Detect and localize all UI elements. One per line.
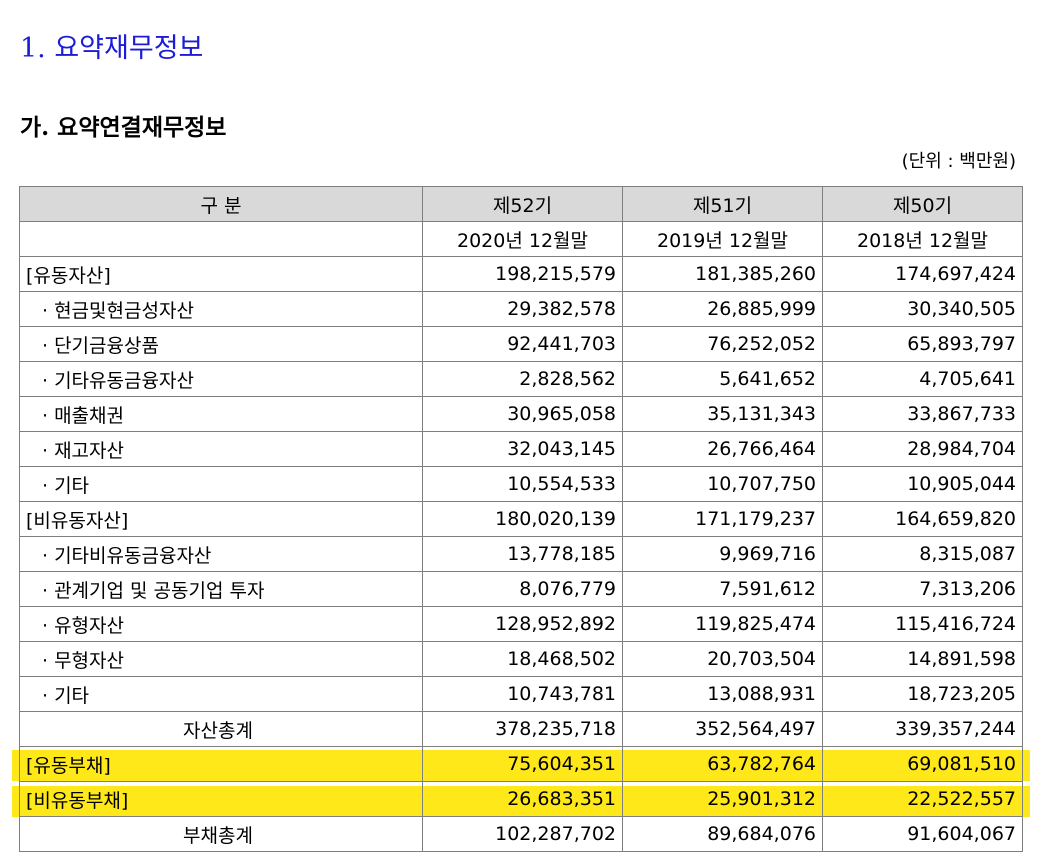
row-label: 부채총계 bbox=[19, 816, 423, 852]
table-row: 자산총계 378,235,718 352,564,497 339,357,244 bbox=[19, 711, 1023, 747]
table-row: [비유동부채] 26,683,351 25,901,312 22,522,557 bbox=[19, 781, 1023, 817]
row-value: 180,020,139 bbox=[422, 501, 623, 537]
row-value: 22,522,557 bbox=[822, 781, 1023, 817]
row-value: 69,081,510 bbox=[822, 746, 1023, 782]
table-row: · 무형자산 18,468,502 20,703,504 14,891,598 bbox=[19, 641, 1023, 677]
row-value: 30,965,058 bbox=[422, 396, 623, 432]
row-value: 33,867,733 bbox=[822, 396, 1023, 432]
row-value: 7,313,206 bbox=[822, 571, 1023, 607]
table-row: · 기타 10,743,781 13,088,931 18,723,205 bbox=[19, 676, 1023, 712]
header-category: 구 분 bbox=[19, 186, 423, 222]
header-date: 2019년 12월말 bbox=[622, 221, 823, 257]
row-value: 30,340,505 bbox=[822, 291, 1023, 327]
row-value: 29,382,578 bbox=[422, 291, 623, 327]
row-value: 8,076,779 bbox=[422, 571, 623, 607]
row-value: 91,604,067 bbox=[822, 816, 1023, 852]
header-date: 2020년 12월말 bbox=[422, 221, 623, 257]
row-label: · 재고자산 bbox=[19, 431, 423, 467]
row-value: 128,952,892 bbox=[422, 606, 623, 642]
row-label: · 매출채권 bbox=[19, 396, 423, 432]
table-row: · 기타유동금융자산 2,828,562 5,641,652 4,705,641 bbox=[19, 361, 1023, 397]
row-value: 18,468,502 bbox=[422, 641, 623, 677]
row-label: · 기타 bbox=[19, 466, 423, 502]
row-value: 10,743,781 bbox=[422, 676, 623, 712]
table-row: · 기타 10,554,533 10,707,750 10,905,044 bbox=[19, 466, 1023, 502]
table-row: [비유동자산] 180,020,139 171,179,237 164,659,820 bbox=[19, 501, 1023, 537]
row-value: 25,901,312 bbox=[622, 781, 823, 817]
unit-label: (단위 : 백만원) bbox=[901, 151, 1016, 172]
row-value: 92,441,703 bbox=[422, 326, 623, 362]
table-row: · 유형자산 128,952,892 119,825,474 115,416,724 bbox=[19, 606, 1023, 642]
table-row: 부채총계 102,287,702 89,684,076 91,604,067 bbox=[19, 816, 1023, 852]
row-label: · 단기금융상품 bbox=[19, 326, 423, 362]
row-value: 14,891,598 bbox=[822, 641, 1023, 677]
header-date-empty bbox=[19, 221, 423, 257]
table-row: [유동자산] 198,215,579 181,385,260 174,697,424 bbox=[19, 256, 1023, 292]
row-value: 26,885,999 bbox=[622, 291, 823, 327]
row-label: · 무형자산 bbox=[19, 641, 423, 677]
row-label: · 기타비유동금융자산 bbox=[19, 536, 423, 572]
row-value: 26,766,464 bbox=[622, 431, 823, 467]
row-value: 102,287,702 bbox=[422, 816, 623, 852]
row-value: 119,825,474 bbox=[622, 606, 823, 642]
table-row: · 재고자산 32,043,145 26,766,464 28,984,704 bbox=[19, 431, 1023, 467]
row-label: 자산총계 bbox=[19, 711, 423, 747]
row-value: 32,043,145 bbox=[422, 431, 623, 467]
row-value: 76,252,052 bbox=[622, 326, 823, 362]
row-value: 20,703,504 bbox=[622, 641, 823, 677]
row-value: 339,357,244 bbox=[822, 711, 1023, 747]
row-value: 10,554,533 bbox=[422, 466, 623, 502]
row-value: 171,179,237 bbox=[622, 501, 823, 537]
header-period: 제50기 bbox=[822, 186, 1023, 222]
row-label: [유동자산] bbox=[19, 256, 423, 292]
table-row: [유동부채] 75,604,351 63,782,764 69,081,510 bbox=[19, 746, 1023, 782]
row-value: 28,984,704 bbox=[822, 431, 1023, 467]
row-value: 65,893,797 bbox=[822, 326, 1023, 362]
row-value: 378,235,718 bbox=[422, 711, 623, 747]
header-row-periods: 구 분 제52기 제51기 제50기 bbox=[19, 186, 1023, 222]
row-label: [비유동자산] bbox=[19, 501, 423, 537]
row-label: [유동부채] bbox=[19, 746, 423, 782]
row-value: 164,659,820 bbox=[822, 501, 1023, 537]
header-row-dates: 2020년 12월말 2019년 12월말 2018년 12월말 bbox=[19, 221, 1023, 257]
row-value: 4,705,641 bbox=[822, 361, 1023, 397]
row-value: 10,905,044 bbox=[822, 466, 1023, 502]
row-value: 181,385,260 bbox=[622, 256, 823, 292]
row-value: 352,564,497 bbox=[622, 711, 823, 747]
row-label: · 유형자산 bbox=[19, 606, 423, 642]
row-value: 35,131,343 bbox=[622, 396, 823, 432]
row-value: 18,723,205 bbox=[822, 676, 1023, 712]
row-value: 13,088,931 bbox=[622, 676, 823, 712]
table-row: · 현금및현금성자산 29,382,578 26,885,999 30,340,505 bbox=[19, 291, 1023, 327]
row-value: 198,215,579 bbox=[422, 256, 623, 292]
row-label: · 현금및현금성자산 bbox=[19, 291, 423, 327]
row-value: 10,707,750 bbox=[622, 466, 823, 502]
row-value: 8,315,087 bbox=[822, 536, 1023, 572]
row-value: 5,641,652 bbox=[622, 361, 823, 397]
table-row: · 기타비유동금융자산 13,778,185 9,969,716 8,315,087 bbox=[19, 536, 1023, 572]
row-value: 7,591,612 bbox=[622, 571, 823, 607]
financial-summary-table: 구 분 제52기 제51기 제50기 2020년 12월말 2019년 12월말… bbox=[19, 186, 1023, 852]
row-value: 9,969,716 bbox=[622, 536, 823, 572]
row-label: [비유동부채] bbox=[19, 781, 423, 817]
table-row: · 매출채권 30,965,058 35,131,343 33,867,733 bbox=[19, 396, 1023, 432]
header-date: 2018년 12월말 bbox=[822, 221, 1023, 257]
row-value: 2,828,562 bbox=[422, 361, 623, 397]
row-label: · 기타유동금융자산 bbox=[19, 361, 423, 397]
row-value: 63,782,764 bbox=[622, 746, 823, 782]
page-title: 1. 요약재무정보 bbox=[20, 33, 204, 64]
row-value: 26,683,351 bbox=[422, 781, 623, 817]
section-title: 가. 요약연결재무정보 bbox=[20, 114, 227, 141]
table-row: · 단기금융상품 92,441,703 76,252,052 65,893,797 bbox=[19, 326, 1023, 362]
row-value: 89,684,076 bbox=[622, 816, 823, 852]
row-value: 115,416,724 bbox=[822, 606, 1023, 642]
row-value: 174,697,424 bbox=[822, 256, 1023, 292]
table-row: · 관계기업 및 공동기업 투자 8,076,779 7,591,612 7,313,… bbox=[19, 571, 1023, 607]
row-value: 75,604,351 bbox=[422, 746, 623, 782]
header-period: 제51기 bbox=[622, 186, 823, 222]
header-period: 제52기 bbox=[422, 186, 623, 222]
row-value: 13,778,185 bbox=[422, 536, 623, 572]
row-label: · 관계기업 및 공동기업 투자 bbox=[19, 571, 423, 607]
row-label: · 기타 bbox=[19, 676, 423, 712]
